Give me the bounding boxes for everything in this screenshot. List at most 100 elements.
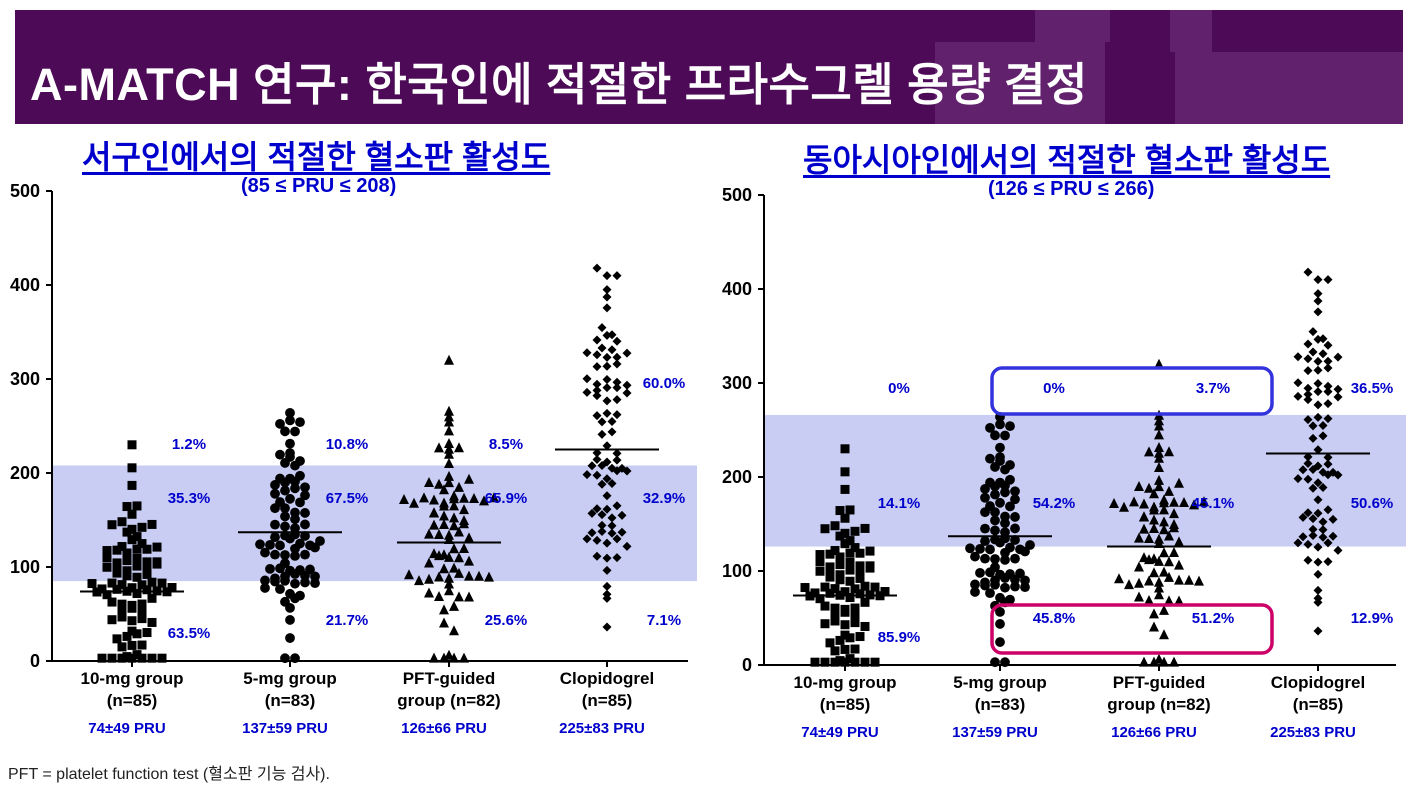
data-point (102, 553, 112, 563)
data-point (1169, 496, 1179, 507)
data-point (1303, 508, 1313, 518)
data-point (1169, 656, 1179, 667)
data-point (300, 490, 310, 501)
data-point (1015, 568, 1025, 579)
data-point (142, 544, 152, 554)
data-point (1134, 480, 1144, 491)
data-point (424, 573, 434, 584)
data-point (582, 470, 592, 480)
data-point (1303, 474, 1313, 484)
data-point (582, 348, 592, 358)
data-point (157, 653, 167, 663)
data-point (990, 430, 1000, 441)
data-point (1308, 421, 1318, 431)
data-point (1005, 569, 1015, 579)
data-point (152, 557, 162, 567)
data-point (1333, 384, 1343, 394)
data-point (607, 417, 617, 427)
data-point (1154, 447, 1164, 458)
data-point (147, 653, 157, 663)
data-point (830, 521, 840, 531)
data-point (132, 650, 142, 660)
data-point (602, 303, 612, 313)
data-point (1313, 569, 1323, 579)
data-point (439, 510, 449, 521)
y-tick-label: 300 (10, 369, 40, 389)
data-point (830, 616, 840, 626)
data-point (285, 588, 295, 599)
data-point (970, 579, 980, 590)
data-point (1169, 519, 1179, 530)
data-point (137, 522, 147, 532)
data-point (985, 477, 995, 488)
data-point (975, 567, 985, 578)
data-point (449, 520, 459, 531)
data-point (459, 515, 469, 526)
data-point (835, 531, 845, 541)
data-point (980, 577, 990, 588)
title-banner: A-MATCH 연구: 한국인에 적절한 프라수그렐 용량 결정 (15, 10, 1403, 124)
data-point (1313, 478, 1323, 488)
data-point (825, 572, 835, 582)
data-point (434, 442, 444, 453)
data-point (1000, 487, 1010, 498)
data-point (865, 561, 875, 571)
data-point (845, 536, 855, 546)
data-point (1303, 389, 1313, 399)
data-point (592, 470, 602, 480)
data-point (137, 605, 147, 615)
data-point (602, 622, 612, 632)
data-point (270, 549, 280, 560)
data-point (464, 570, 474, 581)
data-point (429, 494, 439, 505)
data-point (1154, 582, 1164, 593)
data-point (404, 569, 414, 580)
data-point (1134, 532, 1144, 543)
data-point (995, 477, 1005, 488)
data-point (592, 504, 602, 514)
data-point (1323, 538, 1333, 548)
left-chart-subtitle: (85 ≤ PRU ≤ 208) (241, 175, 397, 197)
data-point (315, 536, 325, 546)
group-label: (n=85) (582, 691, 633, 710)
data-point (444, 425, 454, 436)
data-point (835, 656, 845, 666)
data-point (1303, 395, 1313, 405)
data-point (464, 532, 474, 543)
data-point (617, 463, 627, 473)
data-point (1149, 523, 1159, 534)
data-point (602, 441, 612, 451)
data-point (602, 474, 612, 484)
data-point (1005, 421, 1015, 432)
data-point (602, 538, 612, 548)
group-label: (n=85) (1293, 695, 1344, 714)
data-point (1174, 595, 1184, 606)
data-point (1313, 307, 1323, 317)
group-label: 5-mg group (243, 669, 337, 688)
data-point (845, 557, 855, 567)
data-point (990, 515, 1000, 526)
data-point (1159, 547, 1169, 558)
data-point (860, 581, 870, 591)
data-point (995, 569, 1005, 580)
data-point (587, 461, 597, 471)
data-point (1313, 461, 1323, 471)
data-point (985, 501, 995, 511)
data-point (1164, 530, 1174, 541)
data-point (597, 526, 607, 536)
data-point (434, 591, 444, 602)
data-point (122, 502, 132, 512)
pct-above-label: 60.0% (643, 375, 686, 392)
data-point (87, 579, 97, 589)
data-point (142, 628, 152, 638)
data-point (444, 354, 454, 365)
data-point (270, 488, 280, 499)
group-label: 10-mg group (81, 669, 184, 688)
y-tick-label: 200 (10, 463, 40, 483)
data-point (607, 479, 617, 489)
data-point (1313, 289, 1323, 299)
data-point (285, 633, 295, 643)
data-point (602, 504, 612, 514)
data-point (449, 625, 459, 636)
data-point (1313, 412, 1323, 422)
